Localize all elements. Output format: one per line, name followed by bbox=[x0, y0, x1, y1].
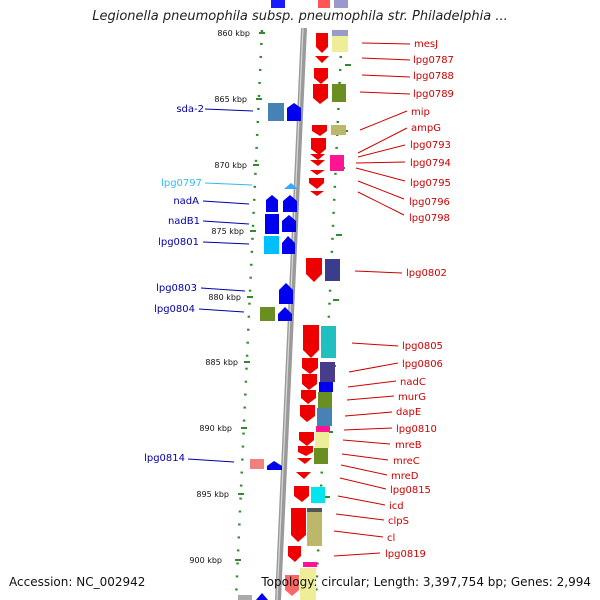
tick-label: 860 kbp bbox=[217, 29, 250, 38]
tick-label: 870 kbp bbox=[214, 161, 247, 170]
gene-label[interactable]: lpg0801 bbox=[158, 237, 199, 248]
gene-label[interactable]: lpg0794 bbox=[410, 158, 451, 169]
gene-label[interactable]: murG bbox=[398, 392, 426, 403]
gene-label[interactable]: mesJ bbox=[414, 39, 438, 50]
gene-label[interactable]: mreB bbox=[395, 440, 422, 451]
gene-label[interactable]: dapE bbox=[396, 407, 421, 418]
gene-label[interactable]: lpg0804 bbox=[154, 304, 195, 315]
gene-label[interactable]: lpg0819 bbox=[385, 549, 426, 560]
tick-label: 885 kbp bbox=[205, 358, 238, 367]
gene-label[interactable]: cl bbox=[387, 533, 395, 544]
gene-label[interactable]: lpg0802 bbox=[406, 268, 447, 279]
tick-label: 880 kbp bbox=[208, 293, 241, 302]
gene-label[interactable]: lpg0810 bbox=[396, 424, 437, 435]
gene-label[interactable]: lpg0795 bbox=[410, 178, 451, 189]
topology-stats-text: Topology: circular; Length: 3,397,754 bp… bbox=[261, 575, 591, 589]
gene-label[interactable]: lpg0803 bbox=[156, 283, 197, 294]
tick-label: 865 kbp bbox=[214, 95, 247, 104]
gene-label[interactable]: lpg0814 bbox=[144, 453, 185, 464]
accession-text: Accession: NC_002942 bbox=[9, 575, 146, 589]
gene-label[interactable]: nadC bbox=[400, 377, 426, 388]
gene-label[interactable]: lpg0798 bbox=[409, 213, 450, 224]
gene-label[interactable]: lpg0787 bbox=[413, 55, 454, 66]
gene-label[interactable]: mreD bbox=[391, 471, 419, 482]
gene-label[interactable]: mip bbox=[411, 107, 430, 118]
gene-label[interactable]: clpS bbox=[388, 516, 409, 527]
gene-label[interactable]: mreC bbox=[393, 456, 420, 467]
gene-label[interactable]: icd bbox=[389, 501, 404, 512]
forward-gene-labels: mesJ lpg0787 lpg0788 lpg0789 mip ampG lp… bbox=[333, 39, 454, 560]
reverse-gene-features bbox=[238, 0, 301, 600]
gene-label[interactable]: lpg0806 bbox=[402, 359, 443, 370]
tick-label: 875 kbp bbox=[211, 227, 244, 236]
reverse-gene-labels: sda-2 lpg0797 nadA nadB1 lpg0801 lpg0803… bbox=[144, 104, 254, 464]
gene-label[interactable]: nadA bbox=[173, 196, 199, 207]
gene-label[interactable]: nadB1 bbox=[168, 216, 200, 227]
gene-label[interactable]: sda-2 bbox=[176, 104, 204, 115]
gene-label[interactable]: lpg0788 bbox=[413, 71, 454, 82]
gene-label[interactable]: lpg0793 bbox=[410, 140, 451, 151]
map-title: Legionella pneumophila subsp. pneumophil… bbox=[92, 9, 508, 24]
gene-label[interactable]: lpg0805 bbox=[402, 341, 443, 352]
gene-label[interactable]: lpg0789 bbox=[413, 89, 454, 100]
gene-label[interactable]: lpg0796 bbox=[409, 197, 450, 208]
forward-gene-features bbox=[285, 0, 348, 600]
tick-label: 895 kbp bbox=[196, 490, 229, 499]
gene-label[interactable]: lpg0815 bbox=[390, 485, 431, 496]
gene-label[interactable]: ampG bbox=[411, 123, 441, 134]
tick-label: 900 kbp bbox=[189, 556, 222, 565]
tick-label: 890 kbp bbox=[199, 424, 232, 433]
gene-label[interactable]: lpg0797 bbox=[161, 178, 202, 189]
